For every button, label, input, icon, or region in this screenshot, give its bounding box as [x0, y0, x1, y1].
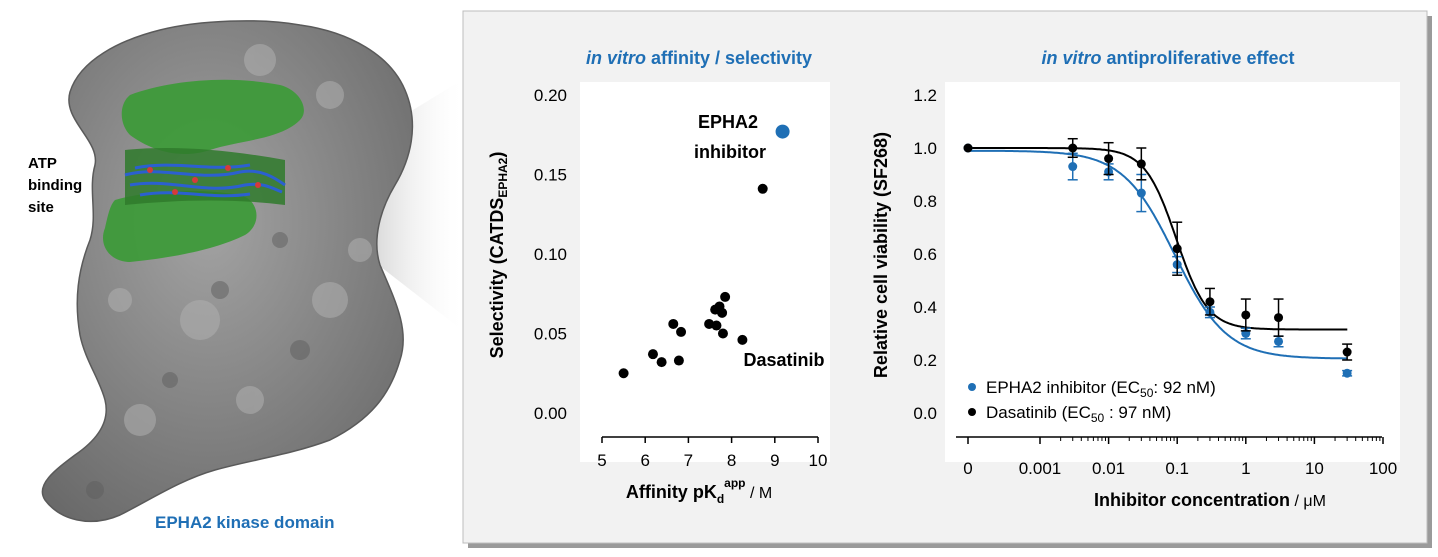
dose-y-tick-label: 1.2	[913, 86, 937, 105]
scatter-point	[717, 307, 728, 318]
scatter-point	[717, 328, 728, 339]
dose-y-tick-label: 1.0	[913, 139, 937, 158]
dose-point-dasatinib	[1104, 154, 1114, 164]
scatter-y-tick-label: 0.10	[534, 245, 567, 264]
scatter-chart: in vitro affinity / selectivity 0.00 0.05…	[487, 48, 830, 506]
dose-point-epha2	[1342, 368, 1352, 378]
dose-point-dasatinib	[1205, 297, 1215, 307]
scatter-point	[668, 318, 679, 329]
scatter-x-tick-label: 6	[640, 451, 649, 470]
scatter-x-tick-label: 7	[684, 451, 693, 470]
epha2-label-line-2: inhibitor	[694, 142, 766, 162]
dose-point-dasatinib	[1136, 159, 1146, 169]
scatter-y-tick-label: 0.15	[534, 166, 567, 185]
dose-point-dasatinib	[1068, 143, 1078, 153]
atp-label-line-2: binding	[28, 177, 82, 194]
scatter-point	[737, 334, 748, 345]
scatter-x-ticks: 5 6 7 8 9 10	[597, 437, 827, 470]
scatter-y-tick-label: 0.00	[534, 404, 567, 423]
legend-marker-epha2	[968, 383, 976, 391]
scatter-point	[618, 368, 629, 379]
scatter-title-italic: in vitro	[586, 48, 646, 68]
scatter-point	[711, 320, 722, 331]
fit-curve-epha2	[968, 149, 1348, 360]
scatter-point	[656, 357, 667, 368]
epha2-label-line-1: EPHA2	[698, 112, 758, 132]
dose-point-dasatinib	[963, 143, 973, 153]
dose-point-epha2	[1274, 336, 1284, 346]
scatter-y-label: Selectivity (CATDSEPHA2)	[487, 152, 510, 359]
dose-legend: EPHA2 inhibitor (EC50: 92 nM) Dasatinib …	[968, 378, 1216, 425]
legend-marker-dasatinib	[968, 408, 976, 416]
kinase-domain-label: EPHA2 kinase domain	[155, 513, 335, 532]
scatter-title-rest: affinity / selectivity	[651, 48, 812, 68]
dose-fit-curves	[968, 147, 1348, 360]
dose-y-ticks: 0.0 0.2 0.4 0.6 0.8 1.0 1.2	[913, 86, 937, 423]
dose-y-tick-label: 0.8	[913, 192, 937, 211]
legend-dasatinib: Dasatinib (EC50 : 97 nM)	[986, 403, 1171, 425]
dose-x-tick-label: 0.01	[1092, 459, 1125, 478]
dose-response-chart: in vitro antiproliferative effect 0.0 0.2…	[871, 48, 1400, 510]
scatter-plot-area	[580, 82, 830, 462]
dose-y-tick-label: 0.4	[913, 298, 937, 317]
dose-point-epha2	[1136, 188, 1146, 198]
legend-epha2: EPHA2 inhibitor (EC50: 92 nM)	[986, 378, 1216, 400]
scatter-point	[647, 349, 658, 360]
atp-label-line-3: site	[28, 199, 54, 216]
atp-label-line-1: ATP	[28, 155, 57, 172]
dasatinib-label: Dasatinib	[743, 350, 824, 370]
dose-x-tick-label: 10	[1305, 459, 1324, 478]
scatter-y-tick-label: 0.05	[534, 325, 567, 344]
fit-curve-dasatinib	[968, 147, 1348, 331]
dose-x-label: Inhibitor concentration / μM	[1094, 490, 1326, 510]
dose-point-dasatinib	[1274, 313, 1284, 323]
scatter-point	[720, 291, 731, 302]
scatter-point	[676, 326, 687, 337]
dose-y-label: Relative cell viability (SF268)	[871, 132, 891, 378]
dose-title: in vitro antiproliferative effect	[1041, 48, 1294, 68]
dose-x-tick-label: 1	[1241, 459, 1250, 478]
scatter-x-tick-label: 8	[727, 451, 736, 470]
dose-x-tick-label: 0	[963, 459, 972, 478]
scatter-x-label: Affinity pKdapp / M	[626, 476, 772, 506]
dose-title-rest: antiproliferative effect	[1106, 48, 1294, 68]
dose-y-tick-label: 0.0	[913, 404, 937, 423]
dose-x-tick-label: 0.001	[1019, 459, 1062, 478]
scatter-x-tick-label: 9	[770, 451, 779, 470]
scatter-point-epha2	[775, 124, 790, 139]
scatter-title: in vitro affinity / selectivity	[586, 48, 812, 68]
dose-x-tick-label: 100	[1369, 459, 1397, 478]
scatter-x-tick-label: 5	[597, 451, 606, 470]
protein-structure	[41, 20, 414, 523]
scatter-y-ticks: 0.00 0.05 0.10 0.15 0.20	[534, 86, 567, 423]
scatter-points	[618, 124, 790, 379]
scatter-point	[757, 183, 768, 194]
dose-y-tick-label: 0.6	[913, 245, 937, 264]
scatter-x-tick-label: 10	[809, 451, 828, 470]
dose-point-epha2	[1068, 162, 1078, 172]
dose-point-dasatinib	[1241, 310, 1251, 320]
dose-point-dasatinib	[1172, 244, 1182, 254]
dose-point-dasatinib	[1342, 347, 1352, 357]
scatter-y-tick-label: 0.20	[534, 86, 567, 105]
dose-y-tick-label: 0.2	[913, 351, 937, 370]
scatter-point	[673, 355, 684, 366]
dose-x-tick-label: 0.1	[1165, 459, 1189, 478]
dose-title-italic: in vitro	[1041, 48, 1101, 68]
dose-points	[963, 137, 1353, 378]
